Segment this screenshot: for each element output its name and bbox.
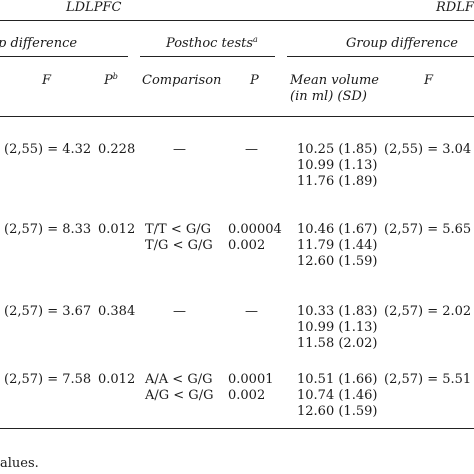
table-cell-comparison: — bbox=[173, 304, 186, 319]
table-cell-f2: (2,57) = 5.51 bbox=[384, 372, 472, 387]
top-rule bbox=[0, 20, 474, 21]
table-cell-f: (2,55) = 4.32 bbox=[4, 142, 92, 157]
table-cell-posthoc-p: 0.002 bbox=[228, 388, 266, 403]
table-cell-mean: 10.33 (1.83) bbox=[297, 304, 378, 319]
table-cell-mean: 10.99 (1.13) bbox=[297, 320, 378, 335]
table-cell-f2: (2,57) = 2.02 bbox=[384, 304, 472, 319]
table-cell-comparison: A/A < G/G bbox=[145, 372, 213, 387]
table-cell-mean: 10.51 (1.66) bbox=[297, 372, 378, 387]
table-cell-f: (2,57) = 7.58 bbox=[4, 372, 92, 387]
bottom-rule bbox=[0, 428, 474, 429]
table-cell-comparison: T/G < G/G bbox=[145, 238, 213, 253]
table-cell-f2: (2,55) = 3.04 bbox=[384, 142, 472, 157]
table-cell-f2: (2,57) = 5.65 bbox=[384, 222, 472, 237]
group-right-underline bbox=[287, 56, 474, 57]
table-cell-p: 0.012 bbox=[98, 372, 136, 387]
col-posthoc-p-header: P bbox=[250, 73, 259, 88]
table-cell-f: (2,57) = 3.67 bbox=[4, 304, 92, 319]
footnote: alues. bbox=[0, 456, 39, 471]
col-f2-header: F bbox=[424, 73, 434, 88]
col-mean-volume-header-line1: Mean volume bbox=[290, 73, 379, 88]
table-cell-mean: 11.79 (1.44) bbox=[297, 238, 378, 253]
rdlpfc-header: RDLF bbox=[436, 0, 474, 15]
posthoc-underline bbox=[140, 56, 275, 57]
table-cell-comparison: A/G < G/G bbox=[145, 388, 214, 403]
table-cell-p: 0.012 bbox=[98, 222, 136, 237]
table-cell-posthoc-p: — bbox=[245, 304, 258, 319]
table-cell-mean: 10.99 (1.13) bbox=[297, 158, 378, 173]
col-p-header: Pb bbox=[104, 72, 118, 89]
table-cell-p: 0.228 bbox=[98, 142, 136, 157]
table-cell-posthoc-p: 0.00004 bbox=[228, 222, 282, 237]
col-comparison-header: Comparison bbox=[142, 73, 222, 88]
col-mean-volume-header-line2: (in ml) (SD) bbox=[290, 89, 367, 104]
table-cell-mean: 10.74 (1.46) bbox=[297, 388, 378, 403]
group-difference-right-header: Group difference bbox=[346, 36, 458, 51]
table-cell-f: (2,57) = 8.33 bbox=[4, 222, 92, 237]
table-cell-mean: 10.25 (1.85) bbox=[297, 142, 378, 157]
table-cell-mean: 11.76 (1.89) bbox=[297, 174, 378, 189]
table-cell-mean: 12.60 (1.59) bbox=[297, 404, 378, 419]
table-cell-mean: 12.60 (1.59) bbox=[297, 254, 378, 269]
group-difference-left-header: p difference bbox=[0, 36, 78, 51]
posthoc-tests-header: Posthoc testsa bbox=[166, 35, 258, 52]
table-cell-posthoc-p: 0.0001 bbox=[228, 372, 274, 387]
table-cell-mean: 10.46 (1.67) bbox=[297, 222, 378, 237]
col-f-header: F bbox=[42, 73, 52, 88]
header-rule bbox=[0, 116, 474, 117]
table-cell-mean: 11.58 (2.02) bbox=[297, 336, 378, 351]
group-left-underline bbox=[0, 56, 128, 57]
ldlpfc-header: LDLPFC bbox=[66, 0, 122, 15]
table-cell-posthoc-p: — bbox=[245, 142, 258, 157]
table-cell-posthoc-p: 0.002 bbox=[228, 238, 266, 253]
table-cell-comparison: — bbox=[173, 142, 186, 157]
table-cell-comparison: T/T < G/G bbox=[145, 222, 212, 237]
table-cell-p: 0.384 bbox=[98, 304, 136, 319]
